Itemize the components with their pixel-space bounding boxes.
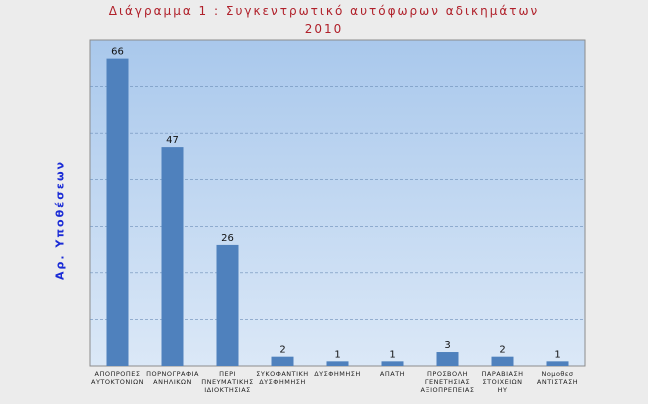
bar-value-label: 66 (111, 47, 124, 58)
bar (161, 147, 184, 366)
value-labels: 66 47 26 2 1 1 3 2 1 (111, 47, 561, 361)
chart-title: Διάγραμμα 1 : Συγκεντρωτικό αυτόφωρων αδ… (108, 4, 540, 18)
bar-value-label: 2 (279, 345, 285, 356)
category-label: ΑΠΑΤΗ (379, 370, 406, 378)
category-label: ΠΕΡΙ ΠΝΕΥΜΑΤΙΚΗΣ ΙΔΙΟΚΤΗΣΙΑΣ (201, 370, 254, 394)
bar-value-label: 1 (554, 349, 560, 360)
bar-value-label: 26 (221, 233, 234, 244)
category-label: ΠΡΟΣΒΟΛΗ ΓΕΝΕΤΗΣΙΑΣ ΑΞΙΟΠΡΕΠΕΙΑΣ (420, 370, 475, 394)
bar (381, 361, 404, 366)
bar (436, 352, 459, 366)
category-label: ΔΥΣΦΗΜΗΣΗ (314, 370, 361, 378)
bar (326, 361, 349, 366)
y-axis-label: Αρ. Υποθέσεων (53, 159, 67, 281)
category-label: ΣΥΚΟΦΑΝΤΙΚΗ ΔΥΣΦΗΜΗΣΗ (256, 370, 309, 386)
bars (106, 58, 569, 366)
bar-value-label: 1 (334, 349, 340, 360)
category-label: ΠΑΡΑΒΙΑΣΗ ΣΤΟΙΧΕΙΩΝ ΗΥ (481, 370, 524, 394)
category-label: ΠΟΡΝΟΓΡΑΦΙΑ ΑΝΗΛΙΚΩΝ (146, 370, 199, 386)
chart-subtitle-year: 2010 (304, 22, 344, 36)
bar (106, 58, 129, 366)
category-label: ΑΠΟΠΡΟΠΕΣ ΑΥΤΟΚΤΟΝΙΩΝ (91, 370, 144, 386)
bar-value-label: 2 (499, 345, 505, 356)
bar-value-label: 47 (166, 135, 179, 146)
bar (216, 244, 239, 366)
bar-value-label: 1 (389, 349, 395, 360)
bar (491, 356, 514, 366)
bar (546, 361, 569, 366)
category-label: Νομοθεσ ΑΝΤΙΣΤΑΣΗ (536, 370, 579, 386)
bar-value-label: 3 (444, 340, 450, 351)
bar (271, 356, 294, 366)
